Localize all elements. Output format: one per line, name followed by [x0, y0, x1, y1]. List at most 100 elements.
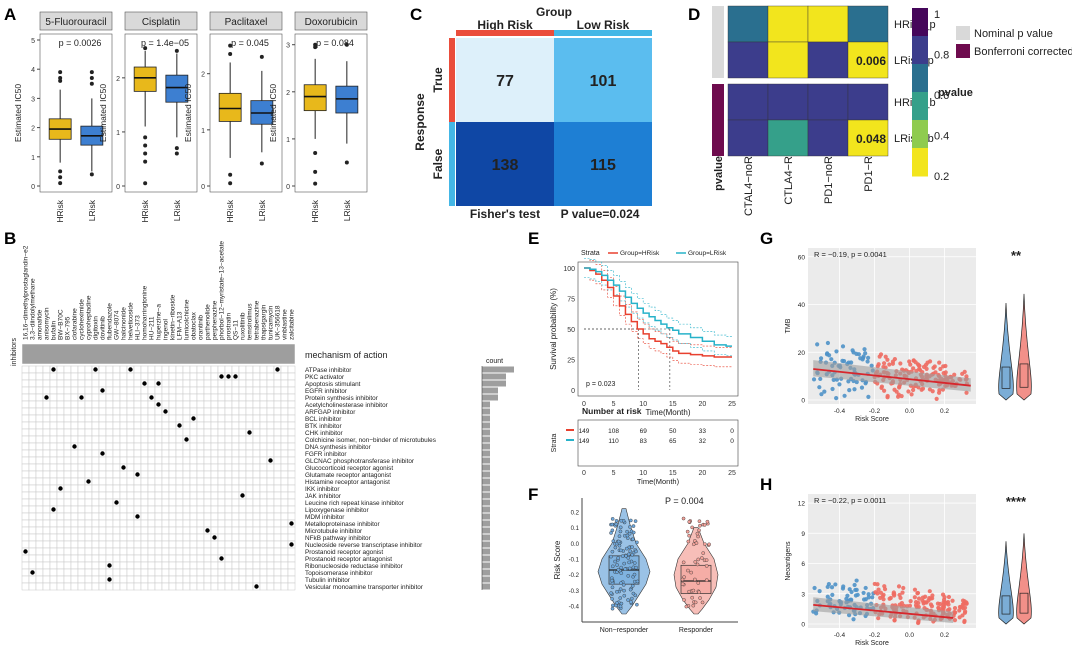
- matrix-cell: [77, 568, 86, 577]
- scatter-point: [952, 372, 957, 377]
- matrix-cell: [224, 421, 233, 430]
- matrix-cell: [126, 414, 135, 423]
- matrix-cell: [231, 554, 240, 563]
- scatter-point: [822, 389, 827, 394]
- matrix-cell: [56, 435, 65, 444]
- matrix-cell: [70, 372, 79, 381]
- matrix-cell: [28, 561, 37, 570]
- matrix-cell: [98, 582, 107, 591]
- matrix-cell: [84, 421, 93, 430]
- matrix-cell: [280, 372, 289, 381]
- hrisk-curve: [584, 267, 732, 358]
- mechanism-label: Nucleoside reverse transcriptase inhibit…: [305, 542, 423, 549]
- matrix-cell: [154, 547, 163, 556]
- scatter-point: [962, 369, 967, 375]
- drug-label: zalcitabine: [289, 309, 296, 340]
- matrix-cell: [259, 456, 268, 465]
- matrix-cell: [133, 554, 142, 563]
- x-tick-label: -0.2: [869, 408, 881, 415]
- mechanism-label: CHK inhibitor: [305, 430, 344, 437]
- matrix-cell: [112, 554, 121, 563]
- scatter-point: [927, 589, 932, 594]
- scatter-point: [840, 344, 846, 349]
- matrix-cell: [91, 547, 100, 556]
- matrix-cell: [154, 498, 163, 507]
- mechanism-label: Acetylcholinesterase inhibitor: [305, 402, 389, 409]
- significance-stars: **: [1011, 248, 1022, 263]
- scatter-point: [921, 364, 927, 369]
- matrix-cell: [154, 407, 163, 416]
- matrix-cell: [210, 554, 219, 563]
- matrix-cell: [231, 561, 240, 570]
- matrix-cell: [105, 463, 114, 472]
- matrix-cell: [126, 456, 135, 465]
- matrix-cell: [287, 470, 296, 479]
- matrix-cell: [231, 365, 240, 374]
- matrix-cell: [42, 449, 51, 458]
- matrix-cell: [245, 554, 254, 563]
- matrix-cell: [196, 575, 205, 584]
- scatter-point: [915, 362, 921, 367]
- matrix-cell: [224, 498, 233, 507]
- drug-label: kinetin−riboside: [170, 294, 177, 340]
- matrix-cell: [42, 568, 51, 577]
- matrix-cell: [287, 400, 296, 409]
- matrix-cell: [210, 449, 219, 458]
- risk-table-frame: [577, 419, 739, 467]
- matrix-cell: [119, 421, 128, 430]
- matrix-cell: [238, 554, 247, 563]
- matrix-cell: [259, 477, 268, 486]
- matrix-cell: [126, 400, 135, 409]
- matrix-cell: [49, 386, 58, 395]
- matrix-cell: [70, 470, 79, 479]
- matrix-cell: [77, 477, 86, 486]
- heatmap-cell: [767, 83, 809, 121]
- matrix-cell: [70, 379, 79, 388]
- matrix-cell: [238, 526, 247, 535]
- matrix-cell: [217, 568, 226, 577]
- matrix-dot: [30, 570, 35, 575]
- matrix-cell: [252, 407, 261, 416]
- subplot-title: 5-Fluorouracil: [45, 17, 106, 28]
- matrix-cell: [196, 407, 205, 416]
- matrix-cell: [112, 561, 121, 570]
- matrix-cell: [161, 428, 170, 437]
- matrix-cell: [49, 456, 58, 465]
- matrix-cell: [35, 498, 44, 507]
- matrix-cell: [273, 421, 282, 430]
- matrix-dot: [177, 423, 182, 428]
- scatter-point: [892, 618, 897, 623]
- jitter-point: [619, 565, 623, 570]
- drug-label: lumicolchicine: [184, 299, 191, 340]
- matrix-cell: [287, 491, 296, 500]
- matrix-cell: [189, 526, 198, 535]
- matrix-cell: [210, 365, 219, 374]
- matrix-cell: [203, 456, 212, 465]
- matrix-cell: [203, 442, 212, 451]
- matrix-cell: [112, 442, 121, 451]
- matrix-cell: [42, 435, 51, 444]
- outlier-point: [344, 42, 349, 47]
- y-tick-label: 2: [201, 72, 205, 79]
- x-tick-label: HRisk: [55, 199, 65, 222]
- matrix-cell: [287, 484, 296, 493]
- regression-line: [813, 368, 971, 387]
- matrix-cell: [42, 456, 51, 465]
- matrix-cell: [21, 372, 30, 381]
- mechanism-label: JAK inhibitor: [305, 493, 342, 500]
- matrix-cell: [287, 477, 296, 486]
- matrix-cell: [245, 533, 254, 542]
- matrix-cell: [231, 505, 240, 514]
- matrix-cell: [287, 421, 296, 430]
- matrix-cell: [259, 386, 268, 395]
- matrix-cell: [182, 526, 191, 535]
- matrix-cell: [280, 484, 289, 493]
- matrix-cell: [63, 526, 72, 535]
- matrix-cell: [105, 435, 114, 444]
- matrix-cell: [147, 386, 156, 395]
- matrix-cell: [126, 442, 135, 451]
- matrix-cell: [161, 470, 170, 479]
- matrix-cell: [210, 372, 219, 381]
- scatter-point: [854, 587, 859, 592]
- matrix-cell: [70, 428, 79, 437]
